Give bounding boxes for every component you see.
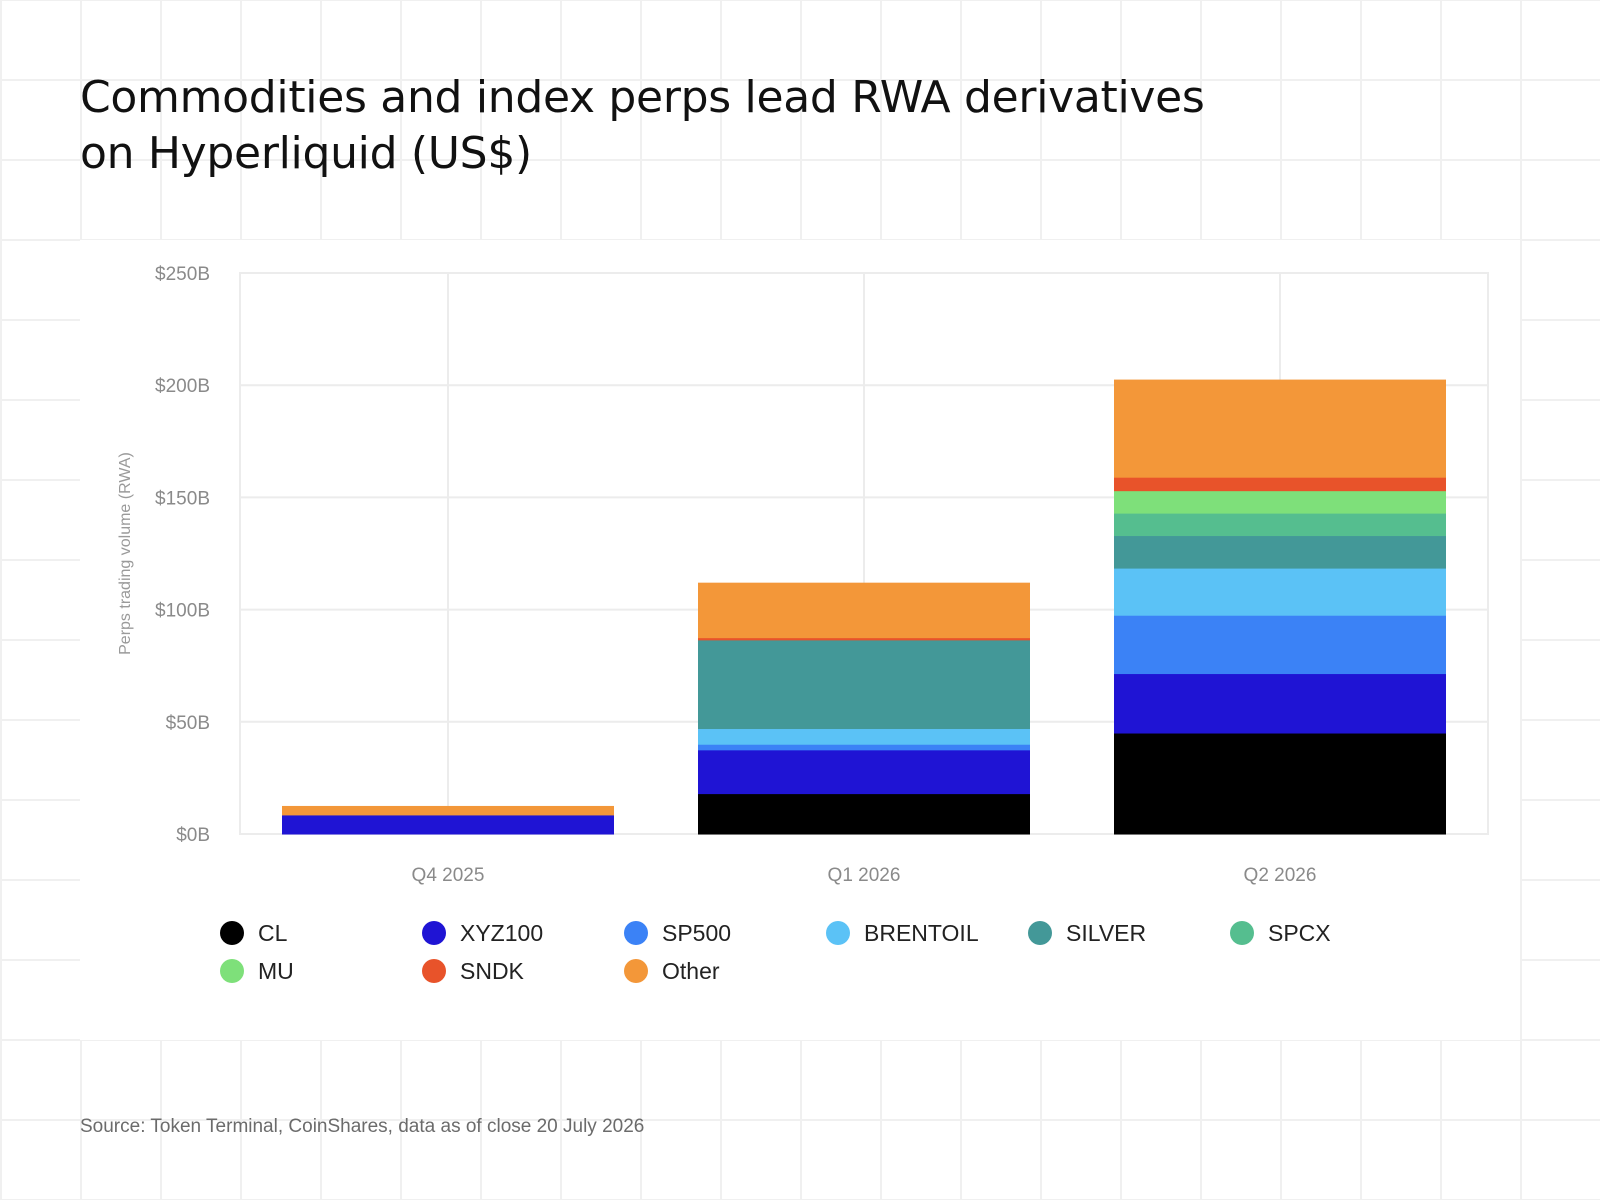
- legend-item-cl: CL: [220, 920, 422, 946]
- bar-segment-mu: [1114, 490, 1446, 514]
- legend-label: SPCX: [1268, 919, 1331, 946]
- legend-item-mu: MU: [220, 958, 422, 984]
- legend-swatch: [624, 959, 648, 983]
- legend-label: Other: [662, 957, 720, 984]
- bar-segment-sp500: [1114, 615, 1446, 675]
- legend-item-sndk: SNDK: [422, 958, 624, 984]
- legend-swatch: [826, 921, 850, 945]
- x-tick-label: Q4 2025: [412, 865, 485, 886]
- bar-segment-cl: [698, 793, 1030, 835]
- legend-swatch: [1028, 921, 1052, 945]
- y-tick-label: $50B: [166, 713, 210, 734]
- bars: [282, 379, 1446, 835]
- y-tick-label: $200B: [155, 376, 210, 397]
- legend-label: BRENTOIL: [864, 919, 979, 946]
- legend-swatch: [220, 921, 244, 945]
- legend-label: SP500: [662, 919, 732, 946]
- legend-label: SILVER: [1066, 919, 1147, 946]
- legend-item-brentoil: BRENTOIL: [826, 920, 1028, 946]
- bar-segment-spcx: [1114, 513, 1446, 537]
- y-axis-ticks: $0B $50B $100B $150B $200B $250B: [155, 264, 210, 846]
- bar-segment-other: [698, 582, 1030, 639]
- bar-segment-cl: [1114, 733, 1446, 835]
- legend-swatch: [624, 921, 648, 945]
- stacked-bar-chart: $0B $50B $100B $150B $200B $250B Q4 2025 Q1 20…: [117, 264, 1489, 886]
- legend-label: CL: [258, 919, 288, 946]
- y-tick-label: $150B: [155, 488, 210, 509]
- legend-item-sp500: SP500: [624, 920, 826, 946]
- legend-item-xyz100: XYZ100: [422, 920, 624, 946]
- bar-segment-brentoil: [698, 728, 1030, 745]
- bar-segment-brentoil: [1114, 568, 1446, 616]
- bar-segment-other: [1114, 379, 1446, 478]
- bar-segment-xyz100: [282, 814, 614, 835]
- x-axis-ticks: Q4 2025 Q1 2026 Q2 2026: [412, 865, 1317, 886]
- x-tick-label: Q2 2026: [1244, 865, 1317, 886]
- source-note: Source: Token Terminal, CoinShares, data…: [80, 1116, 645, 1137]
- legend: CL XYZ100 SP500 BRENTOIL SILVER SPCX MU SNDK Oth…: [220, 920, 1420, 984]
- legend-label: XYZ100: [460, 919, 544, 946]
- bar-segment-sp500: [698, 744, 1030, 751]
- bar-segment-sndk: [1114, 477, 1446, 492]
- legend-label: SNDK: [460, 957, 524, 984]
- bar-segment-sndk: [698, 637, 1030, 641]
- x-tick-label: Q1 2026: [828, 865, 901, 886]
- legend-item-silver: SILVER: [1028, 920, 1230, 946]
- legend-swatch: [220, 959, 244, 983]
- bar-segment-xyz100: [1114, 673, 1446, 734]
- chart-title-line-1: Commodities and index perps lead RWA der…: [80, 72, 1205, 123]
- legend-item-spcx: SPCX: [1230, 920, 1432, 946]
- bar-segment-xyz100: [698, 749, 1030, 795]
- y-axis-label: Perps trading volume (RWA): [117, 452, 134, 655]
- legend-label: MU: [258, 957, 294, 984]
- legend-swatch: [1230, 921, 1254, 945]
- bar-segment-silver: [1114, 535, 1446, 569]
- legend-swatch: [422, 959, 446, 983]
- y-tick-label: $100B: [155, 601, 210, 622]
- legend-item-other: Other: [624, 958, 826, 984]
- y-tick-label: $0B: [176, 825, 210, 846]
- y-tick-label: $250B: [155, 264, 210, 285]
- bar-segment-other: [282, 805, 614, 816]
- bar-segment-silver: [698, 639, 1030, 730]
- legend-swatch: [422, 921, 446, 945]
- chart-title: Commodities and index perps lead RWA der…: [80, 70, 1380, 182]
- chart-title-line-2: on Hyperliquid (US$): [80, 128, 532, 179]
